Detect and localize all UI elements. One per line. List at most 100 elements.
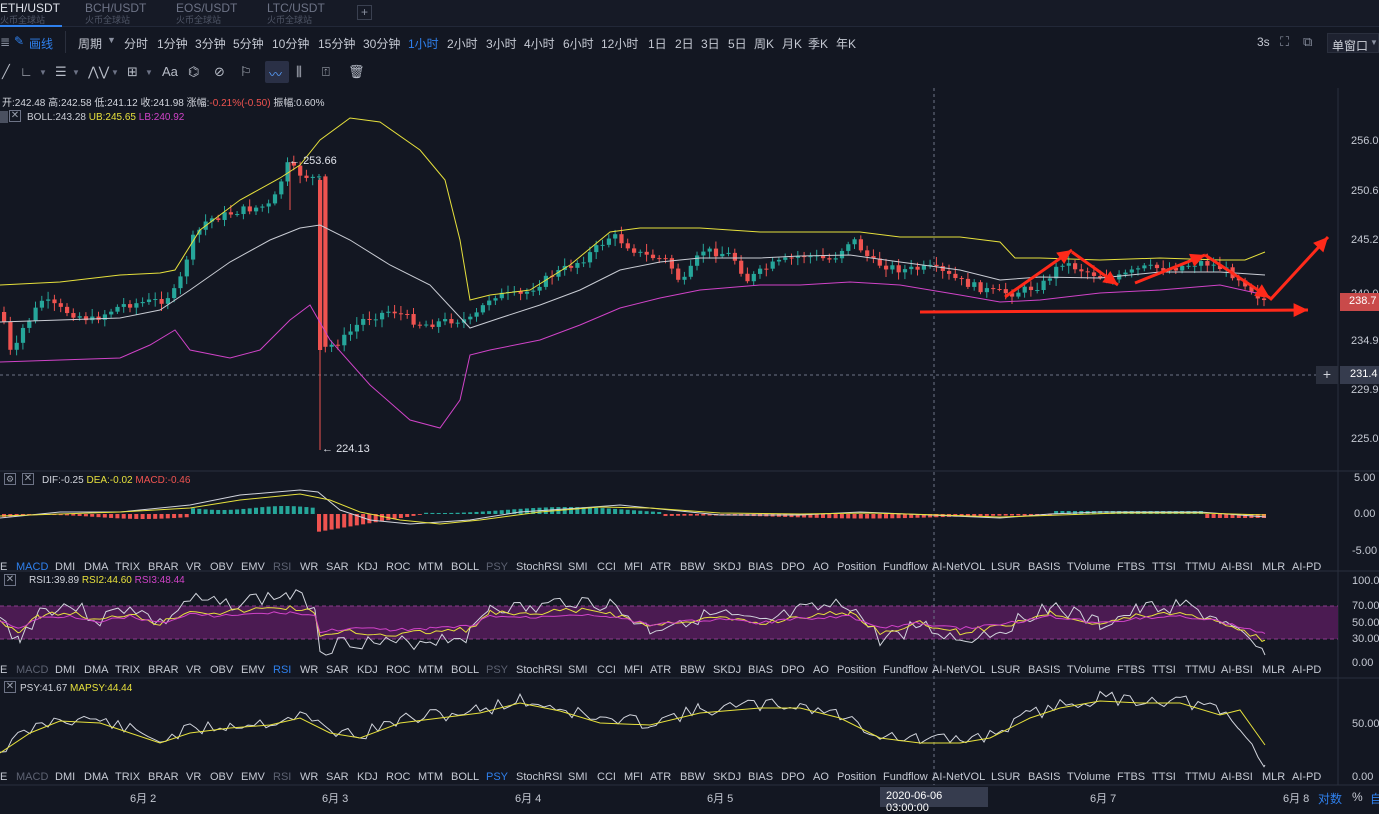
indicator-cci[interactable]: CCI [597, 561, 616, 573]
indicator-ftbs[interactable]: FTBS [1117, 771, 1146, 783]
indicator-sar[interactable]: SAR [326, 561, 349, 573]
indicator-tvolume[interactable]: TVolume [1067, 664, 1111, 676]
indicator-ao[interactable]: AO [813, 771, 829, 783]
trash-icon[interactable]: 🗑 [348, 64, 365, 79]
indicator-wr[interactable]: WR [300, 561, 319, 573]
fullscreen-icon[interactable]: ⛶ [1280, 34, 1290, 49]
indicator-mtm[interactable]: MTM [418, 771, 444, 783]
indicator-ttmu[interactable]: TTMU [1185, 561, 1216, 573]
indicator-boll[interactable]: BOLL [451, 771, 480, 783]
period-3[interactable]: 5分钟 [233, 37, 264, 51]
close-icon[interactable]: ✕ [4, 681, 16, 693]
indicator-psy[interactable]: PSY [486, 771, 509, 783]
add-tab-button[interactable]: + [357, 5, 372, 20]
indicator-psy[interactable]: PSY [486, 664, 509, 676]
indicator-basis[interactable]: BASIS [1028, 771, 1061, 783]
log-scale-toggle[interactable]: 对数 [1318, 792, 1343, 806]
indicator-fundflow[interactable]: Fundflow [883, 561, 928, 573]
indicator-kdj[interactable]: KDJ [357, 664, 378, 676]
close-icon[interactable]: ✕ [22, 473, 34, 485]
period-dropdown[interactable]: 周期 [78, 37, 103, 51]
add-alert-button[interactable]: + [1316, 366, 1338, 384]
indicator-ai-pd[interactable]: AI-PD [1292, 664, 1322, 676]
period-11[interactable]: 6小时 [563, 37, 594, 51]
line-tool-icon[interactable]: ╱ [2, 64, 10, 79]
indicator-boll[interactable]: BOLL [451, 561, 480, 573]
indicator-tvolume[interactable]: TVolume [1067, 771, 1111, 783]
indicator-stochrsi[interactable]: StochRSI [516, 771, 563, 783]
indicator-bbw[interactable]: BBW [680, 664, 706, 676]
period-9[interactable]: 3小时 [486, 37, 517, 51]
indicator-mlr[interactable]: MLR [1262, 561, 1286, 573]
period-19[interactable]: 季K [808, 37, 829, 51]
tab-ltc-usdt[interactable]: LTC/USDT 火币全球站 [267, 0, 337, 27]
indicator-dma[interactable]: DMA [84, 561, 109, 573]
indicator-position[interactable]: Position [837, 664, 877, 676]
indicator-ai-netvol[interactable]: AI-NetVOL [932, 664, 986, 676]
indicator-dpo[interactable]: DPO [781, 771, 805, 783]
indicator-bias[interactable]: BIAS [748, 771, 774, 783]
indicator-lsur[interactable]: LSUR [991, 771, 1021, 783]
indicator-dma[interactable]: DMA [84, 771, 109, 783]
indicator-ao[interactable]: AO [813, 561, 829, 573]
indicator-mfi[interactable]: MFI [624, 771, 643, 783]
indicator-dmi[interactable]: DMI [55, 664, 76, 676]
pencil-icon[interactable]: ✎ [14, 34, 25, 48]
refresh-interval[interactable]: 3s [1257, 35, 1270, 49]
indicator-cci[interactable]: CCI [597, 771, 616, 783]
indicator-obv[interactable]: OBV [210, 771, 234, 783]
indicator-vr[interactable]: VR [186, 771, 202, 783]
magnet-icon[interactable]: ⊘ [214, 64, 225, 79]
indicator-position[interactable]: Position [837, 561, 877, 573]
close-icon[interactable]: ✕ [4, 574, 16, 586]
indicator-ai-bsi[interactable]: AI-BSI [1221, 561, 1253, 573]
indicator-ao[interactable]: AO [813, 664, 829, 676]
indicator-sar[interactable]: SAR [326, 771, 349, 783]
indicator-position[interactable]: Position [837, 771, 877, 783]
period-0[interactable]: 分时 [124, 37, 149, 51]
indicator-psy[interactable]: PSY [486, 561, 509, 573]
period-12[interactable]: 12小时 [601, 37, 639, 51]
indicator-smi[interactable]: SMI [568, 771, 588, 783]
indicator-mtm[interactable]: MTM [418, 664, 444, 676]
indicator-basis[interactable]: BASIS [1028, 561, 1061, 573]
brush-icon[interactable]: 〰 [269, 67, 283, 82]
indicator-macd[interactable]: MACD [16, 771, 49, 783]
indicator-trix[interactable]: TRIX [115, 561, 141, 573]
indicator-rsi[interactable]: RSI [273, 561, 292, 573]
indicator-dma[interactable]: DMA [84, 664, 109, 676]
indicator-emv[interactable]: EMV [241, 664, 265, 676]
indicator-bias[interactable]: BIAS [748, 664, 774, 676]
period-18[interactable]: 月K [782, 37, 803, 51]
gear-icon[interactable]: ⚙ [4, 473, 16, 485]
period-5[interactable]: 15分钟 [318, 37, 356, 51]
indicator-ai-pd[interactable]: AI-PD [1292, 561, 1322, 573]
indicator-sar[interactable]: SAR [326, 664, 349, 676]
indicator-emv[interactable]: EMV [241, 561, 265, 573]
indicator-mlr[interactable]: MLR [1262, 664, 1286, 676]
indicator-brar[interactable]: BRAR [148, 664, 179, 676]
indicator-kdj[interactable]: KDJ [357, 561, 378, 573]
indicator-stochrsi[interactable]: StochRSI [516, 561, 563, 573]
indicator-wr[interactable]: WR [300, 771, 319, 783]
indicator-bbw[interactable]: BBW [680, 561, 706, 573]
period-14[interactable]: 2日 [675, 37, 694, 51]
indicator-ai-pd[interactable]: AI-PD [1292, 771, 1322, 783]
indicator-tvolume[interactable]: TVolume [1067, 561, 1111, 573]
indicator-ai-bsi[interactable]: AI-BSI [1221, 664, 1253, 676]
indicator-ttmu[interactable]: TTMU [1185, 664, 1216, 676]
period-8[interactable]: 2小时 [447, 37, 478, 51]
draw-line-button[interactable]: 画线 [29, 37, 54, 51]
indicator-skdj[interactable]: SKDJ [713, 771, 742, 783]
indicator-cci[interactable]: CCI [597, 664, 616, 676]
period-6[interactable]: 30分钟 [363, 37, 401, 51]
fib-icon[interactable]: ⫼ [296, 64, 302, 79]
indicator-fundflow[interactable]: Fundflow [883, 771, 928, 783]
percent-scale-toggle[interactable]: % [1352, 790, 1363, 804]
indicator-dpo[interactable]: DPO [781, 561, 805, 573]
indicator-mlr[interactable]: MLR [1262, 771, 1286, 783]
indicator-macd[interactable]: MACD [16, 561, 49, 573]
indicator-lsur[interactable]: LSUR [991, 664, 1021, 676]
indicator-ttsi[interactable]: TTSI [1152, 771, 1176, 783]
text-tool-icon[interactable]: Aa [162, 64, 178, 79]
